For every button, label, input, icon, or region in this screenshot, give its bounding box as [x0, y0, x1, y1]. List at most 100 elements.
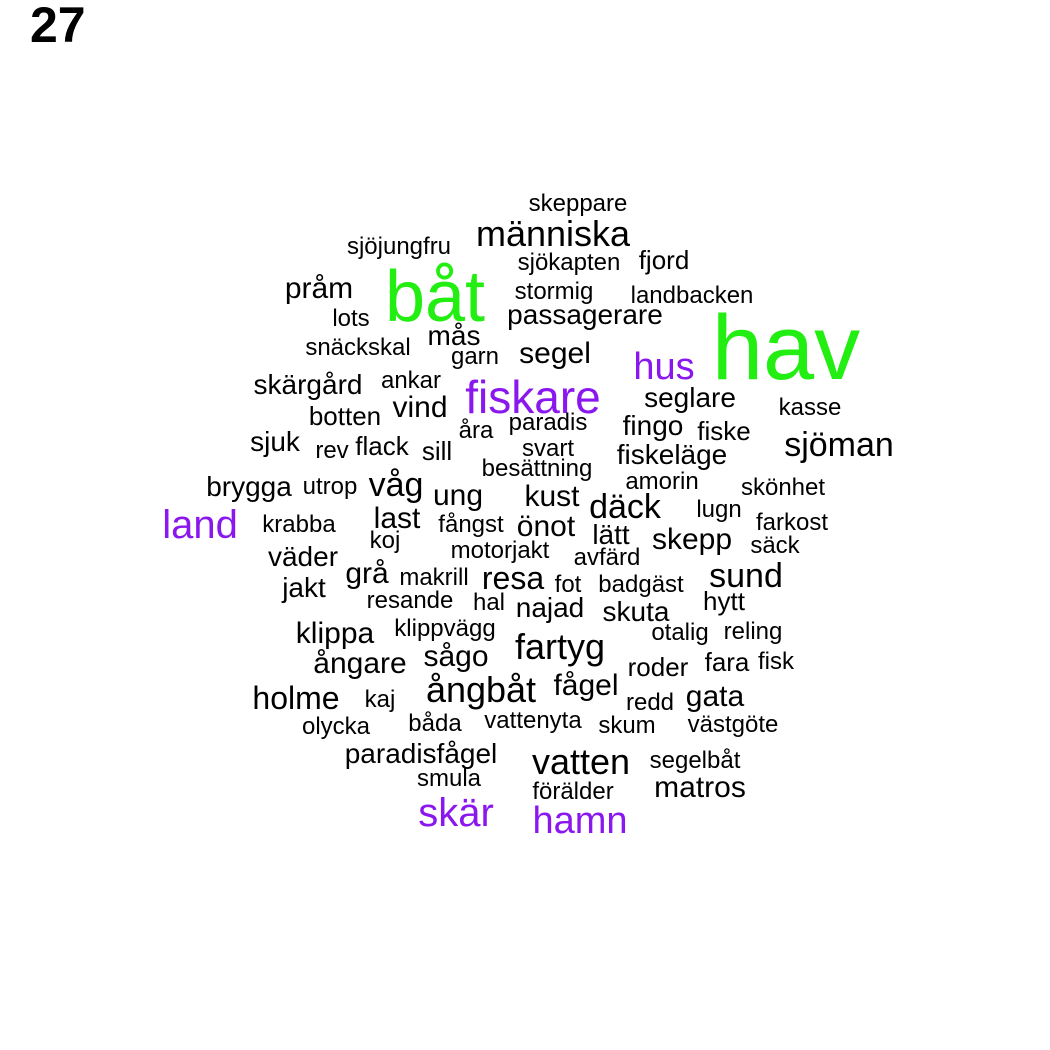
word-91: vattenyta	[484, 707, 582, 734]
word-54: last	[373, 502, 421, 535]
word-86: gata	[685, 680, 745, 713]
word-63: säck	[750, 532, 800, 559]
word-37: fiske	[697, 416, 751, 446]
word-47: våg	[368, 466, 424, 504]
word-72: hal	[472, 589, 506, 616]
word-92: skum	[598, 712, 656, 739]
word-84: fisk	[758, 648, 794, 675]
word-12: däck	[589, 488, 661, 526]
word-71: resande	[366, 587, 454, 614]
word-44: besättning	[481, 455, 593, 482]
word-28: skärgård	[253, 369, 363, 400]
word-59: lätt	[592, 519, 630, 550]
word-70: badgäst	[598, 571, 684, 598]
word-40: flack	[355, 431, 409, 461]
word-42: svart	[521, 435, 575, 462]
word-77: klippvägg	[394, 615, 496, 642]
word-8: sjöman	[784, 426, 894, 464]
word-67: resa	[481, 560, 545, 596]
word-22: lots	[332, 305, 370, 332]
word-27: segel	[519, 337, 591, 370]
word-43: fiskeläge	[616, 439, 728, 470]
word-60: skepp	[651, 523, 733, 556]
word-0: hav	[711, 297, 861, 399]
word-20: stormig	[514, 278, 594, 305]
word-10: ångbåt	[425, 669, 537, 710]
word-2: fiskare	[465, 371, 601, 423]
word-50: ung	[432, 479, 484, 512]
word-31: botten	[308, 401, 382, 431]
word-24: mås	[427, 320, 481, 351]
word-41: sill	[421, 436, 453, 466]
word-66: makrill	[399, 564, 469, 591]
word-23: passagerare	[507, 299, 663, 330]
word-30: seglare	[644, 382, 736, 413]
word-4: skär	[418, 791, 494, 835]
word-62: motorjakt	[450, 537, 550, 564]
word-93: västgöte	[687, 711, 779, 738]
word-85: fågel	[553, 669, 619, 702]
word-34: paradis	[508, 409, 588, 436]
word-35: fingo	[622, 410, 684, 441]
word-49: skönhet	[740, 474, 826, 501]
word-26: garn	[450, 343, 500, 370]
word-74: hytt	[703, 586, 745, 616]
word-17: sjökapten	[517, 249, 621, 276]
word-98: förälder	[532, 778, 614, 805]
word-32: vind	[392, 391, 448, 424]
word-3: land	[162, 503, 238, 547]
word-6: hus	[633, 346, 695, 388]
word-61: väder	[267, 541, 339, 572]
word-90: båda	[408, 710, 462, 737]
word-58: koj	[369, 527, 401, 554]
word-55: fångst	[438, 511, 504, 538]
word-95: segelbåt	[649, 747, 741, 774]
word-68: jakt	[282, 572, 326, 603]
word-5: hamn	[532, 800, 628, 842]
word-51: kust	[524, 480, 580, 513]
word-48: amorin	[625, 468, 699, 495]
word-9: fartyg	[514, 626, 606, 667]
word-83: fara	[704, 647, 750, 677]
word-21: landbacken	[630, 282, 754, 309]
word-18: fjord	[638, 245, 690, 275]
panel-number-label: 27	[30, 0, 86, 53]
word-38: sjuk	[250, 426, 300, 457]
word-7: människa	[475, 213, 631, 254]
word-76: klippa	[295, 617, 375, 650]
word-97: matros	[654, 771, 746, 804]
word-19: pråm	[284, 272, 354, 305]
word-57: farkost	[755, 509, 829, 536]
word-16: sjöjungfru	[346, 233, 452, 260]
word-56: önot	[516, 510, 576, 543]
word-29: ankar	[380, 367, 442, 394]
word-11: vatten	[531, 741, 631, 782]
word-80: ångare	[313, 647, 407, 680]
word-94: paradisfågel	[344, 738, 498, 769]
word-39: rev	[315, 437, 349, 464]
word-81: sågo	[423, 640, 489, 673]
word-36: åra	[458, 417, 494, 444]
word-14: holme	[252, 680, 340, 716]
word-78: otalig	[651, 619, 709, 646]
word-46: utrop	[302, 473, 358, 500]
word-75: skuta	[602, 596, 670, 627]
word-73: najad	[515, 592, 585, 623]
word-88: redd	[625, 689, 675, 716]
word-1: båt	[384, 257, 486, 337]
word-89: olycka	[301, 713, 371, 740]
word-79: reling	[723, 618, 783, 645]
word-13: sund	[709, 557, 783, 595]
word-69: fot	[554, 571, 582, 598]
word-87: kaj	[364, 686, 396, 713]
word-15: skeppare	[528, 190, 628, 217]
word-53: krabba	[262, 511, 336, 538]
word-65: grå	[345, 557, 389, 590]
word-82: roder	[627, 652, 689, 682]
word-33: kasse	[778, 394, 842, 421]
word-52: lugn	[696, 496, 742, 523]
word-45: brygga	[206, 471, 292, 502]
word-96: smula	[416, 765, 482, 792]
